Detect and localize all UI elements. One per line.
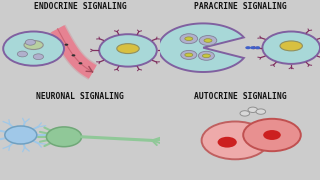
Text: NEURONAL SIGNALING: NEURONAL SIGNALING [36, 92, 124, 101]
Ellipse shape [280, 41, 302, 51]
Circle shape [64, 44, 68, 46]
Text: AUTOCRINE SIGNALING: AUTOCRINE SIGNALING [194, 92, 286, 101]
Text: ENDOCRINE SIGNALING: ENDOCRINE SIGNALING [34, 2, 126, 11]
Circle shape [262, 31, 320, 64]
Circle shape [17, 51, 28, 57]
Circle shape [218, 137, 237, 148]
Ellipse shape [203, 54, 211, 58]
Circle shape [5, 126, 37, 144]
Circle shape [263, 130, 281, 140]
Circle shape [248, 107, 258, 112]
Circle shape [240, 111, 250, 116]
Circle shape [72, 54, 76, 57]
Circle shape [255, 46, 260, 49]
Circle shape [243, 119, 301, 151]
Circle shape [198, 51, 214, 60]
Circle shape [202, 122, 269, 159]
Circle shape [245, 46, 251, 49]
Circle shape [79, 62, 83, 64]
Circle shape [3, 31, 64, 66]
Ellipse shape [185, 53, 193, 57]
Ellipse shape [24, 40, 43, 50]
Ellipse shape [185, 37, 193, 40]
Circle shape [180, 34, 198, 44]
Circle shape [256, 109, 266, 114]
Circle shape [33, 54, 44, 60]
Text: PARACRINE SIGNALING: PARACRINE SIGNALING [194, 2, 286, 11]
Circle shape [199, 36, 217, 45]
Circle shape [181, 50, 197, 59]
Circle shape [250, 46, 256, 49]
Polygon shape [158, 23, 244, 72]
Circle shape [99, 34, 157, 67]
Circle shape [25, 39, 36, 45]
Circle shape [46, 127, 82, 147]
Ellipse shape [117, 44, 139, 54]
Ellipse shape [204, 39, 212, 42]
